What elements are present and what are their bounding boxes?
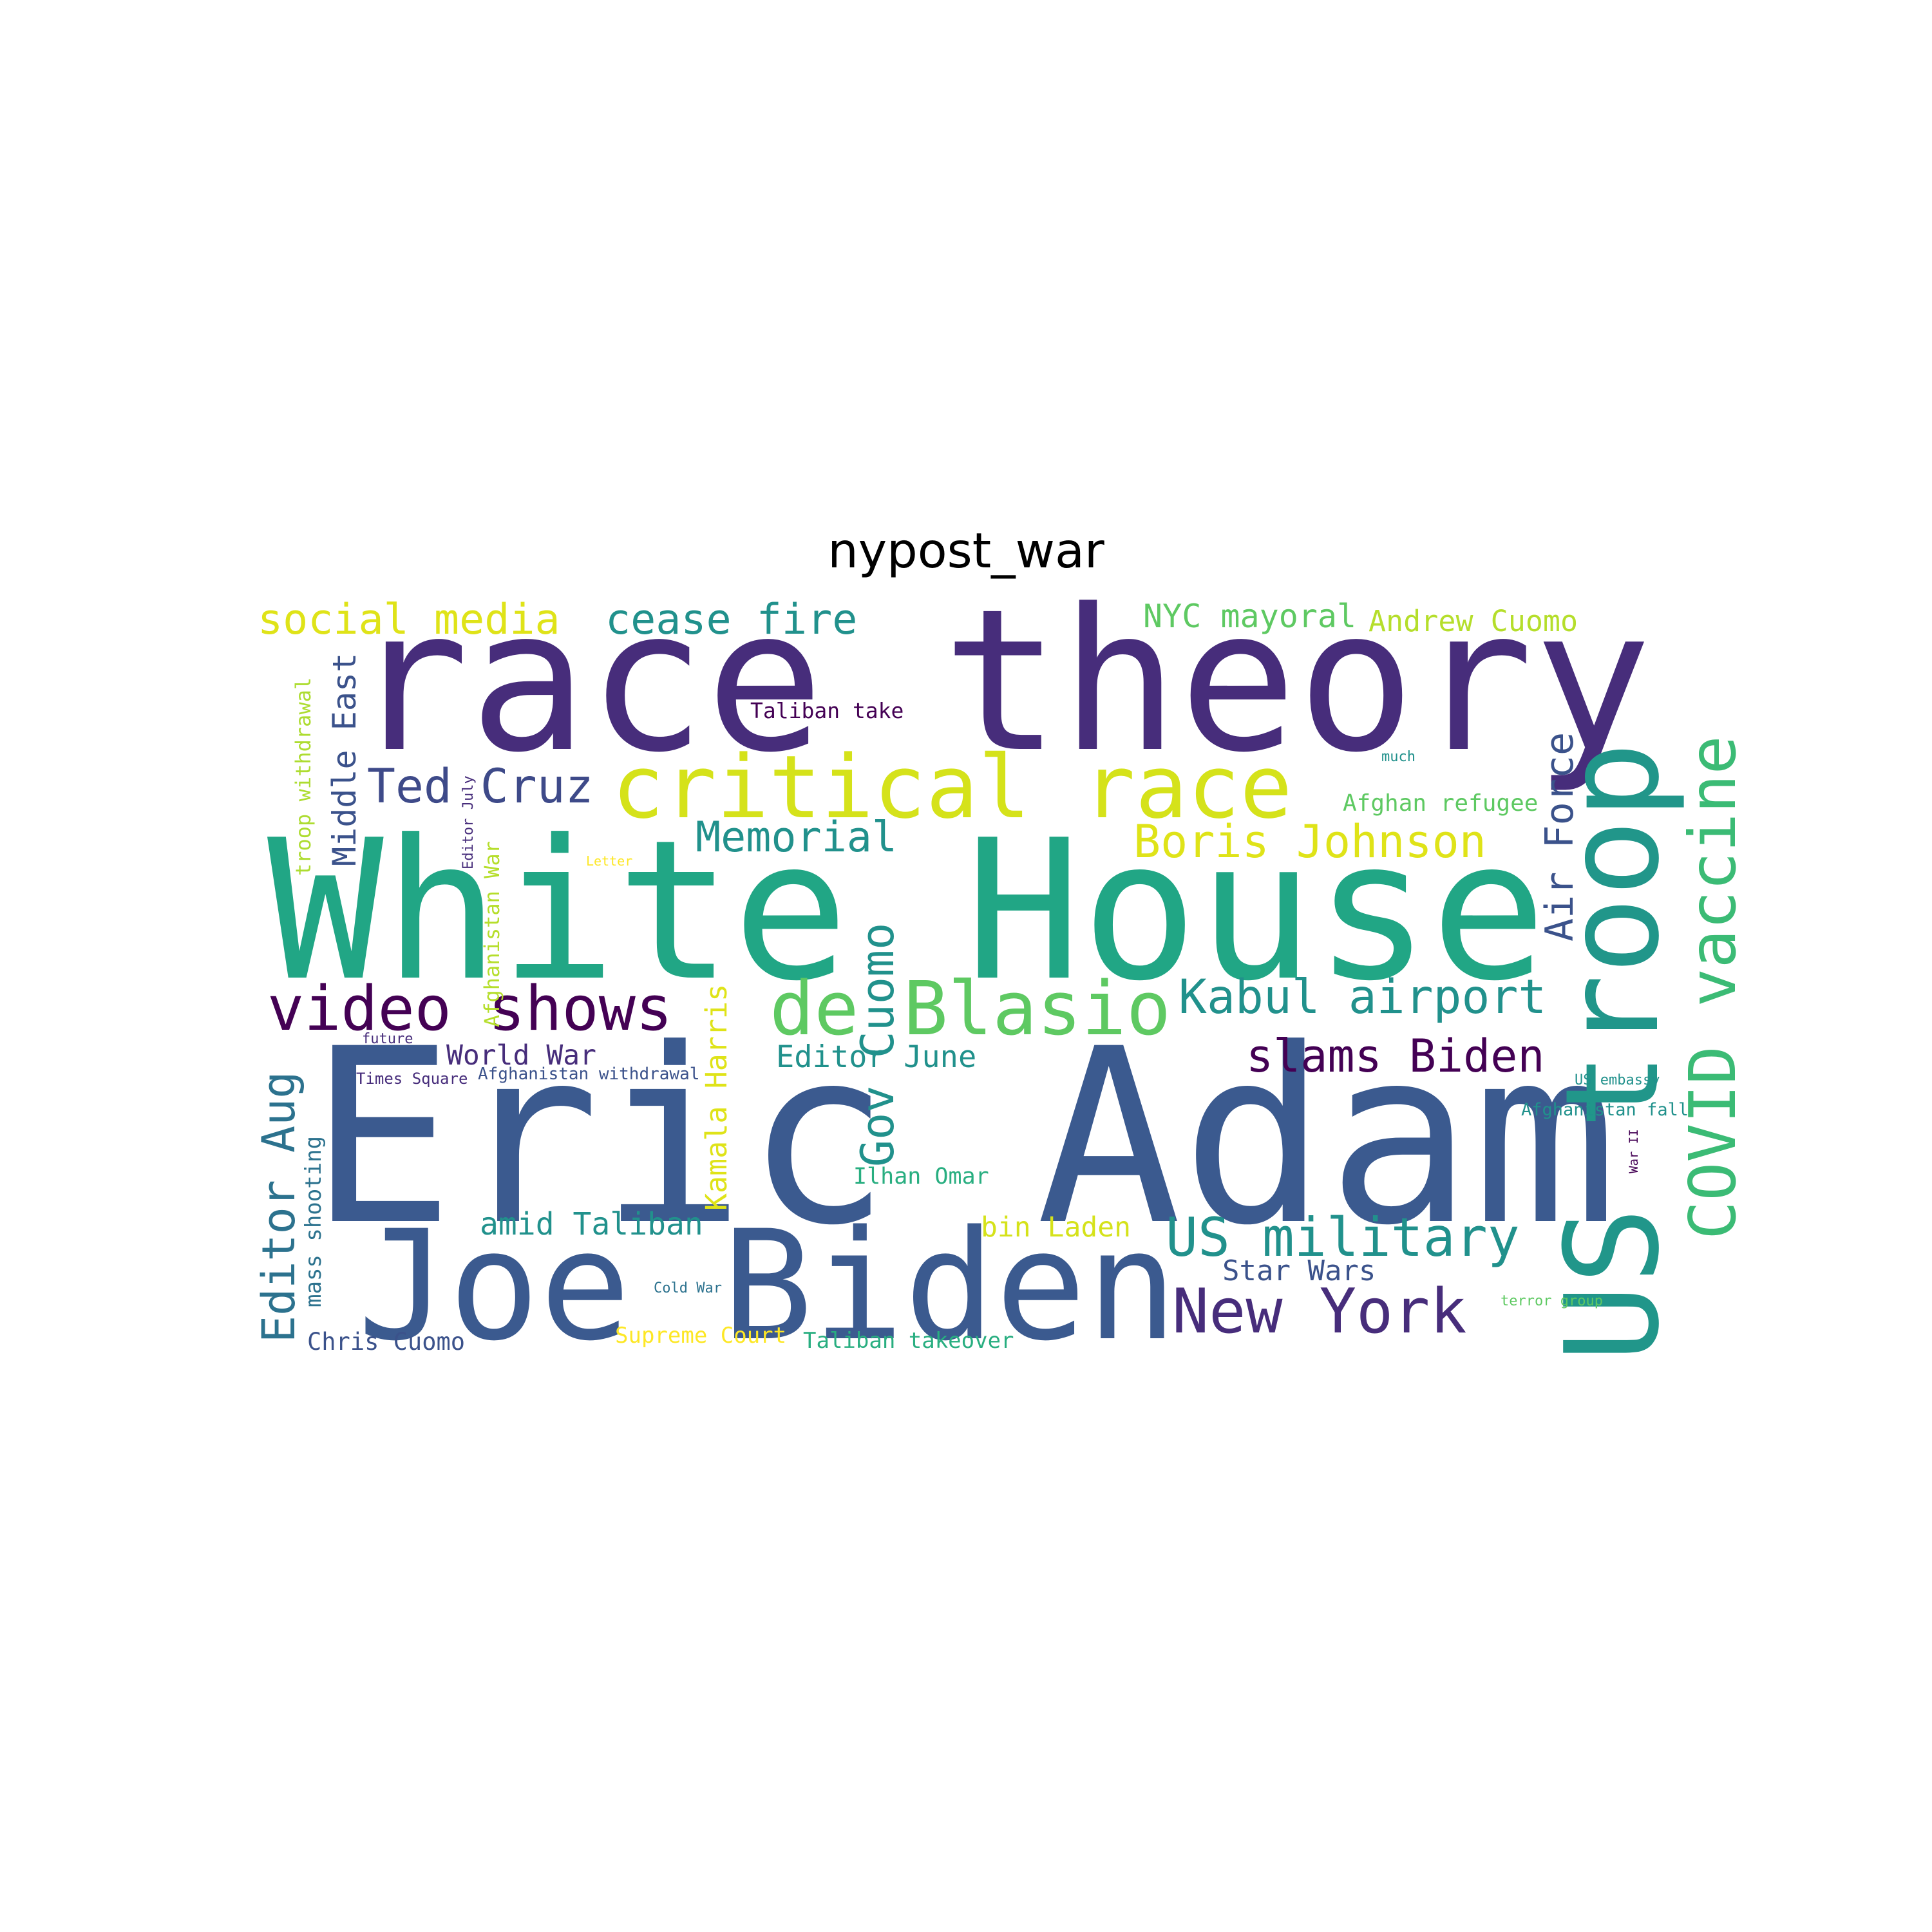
- word-bin-laden: bin Laden: [981, 1211, 1131, 1244]
- word-race-theory: race theory: [351, 567, 1652, 795]
- word-boris-johnson: Boris Johnson: [1133, 815, 1486, 868]
- word-ilhan-omar: Ilhan Omar: [853, 1164, 989, 1189]
- word-critical-race: critical race: [612, 737, 1293, 838]
- word-editor-july: Editor July: [460, 775, 477, 869]
- word-terror-group: terror group: [1501, 1293, 1603, 1309]
- word-times-square: Times Square: [356, 1070, 468, 1088]
- word-kamala-harris: Kamala Harris: [699, 983, 734, 1211]
- word-white-house: White House: [267, 799, 1547, 1023]
- word-eric-adam: Eric Adam: [309, 998, 1618, 1278]
- chart-title: nypost_war: [828, 522, 1104, 579]
- word-memorial: Memorial: [696, 813, 898, 862]
- word-afghan-refugee: Afghan refugee: [1343, 790, 1539, 817]
- word-afghanistan-war: Afghanistan War: [480, 841, 504, 1027]
- word-editor-june: Editor June: [776, 1039, 977, 1075]
- word-letter: Letter: [586, 853, 633, 869]
- word-mass-shooting: mass shooting: [301, 1135, 327, 1307]
- word-war-ii: War II: [1627, 1129, 1641, 1173]
- word-us-embassy: US embassy: [1575, 1072, 1660, 1088]
- word-kabul-airport: Kabul airport: [1179, 970, 1547, 1025]
- word-us-military: US military: [1166, 1206, 1520, 1269]
- word-future: future: [362, 1031, 413, 1047]
- word-supreme-court: Supreme Court: [615, 1323, 787, 1349]
- word-ted-cruz: Ted Cruz: [367, 759, 594, 814]
- word-amid-taliban: amid Taliban: [480, 1206, 703, 1242]
- word-andrew-cuomo: Andrew Cuomo: [1368, 604, 1578, 638]
- word-editor-aug: Editor Aug: [252, 1071, 305, 1343]
- word-afghanistan-fall: Afghanistan fall: [1521, 1100, 1689, 1120]
- word-middle-east: Middle East: [326, 652, 363, 866]
- word-de-blasio: de Blasio: [770, 966, 1171, 1052]
- word-air-force: Air Force: [1537, 732, 1582, 942]
- word-slams-biden: slams Biden: [1246, 1030, 1545, 1083]
- word-covid-vaccine: COVID vaccine: [1675, 735, 1750, 1240]
- word-video-shows: video shows: [267, 974, 673, 1045]
- word-star-wars: Star Wars: [1222, 1255, 1376, 1287]
- word-social-media: social media: [258, 596, 560, 644]
- word-afghanistan-withdrawal: Afghanistan withdrawal: [478, 1065, 700, 1084]
- word-taliban-take: Taliban take: [750, 698, 904, 723]
- word-world-war: World War: [446, 1039, 596, 1072]
- word-joe-biden: Joe Biden: [357, 1198, 1178, 1374]
- word-nyc-mayoral: NYC mayoral: [1143, 598, 1357, 635]
- word-cold-war: Cold War: [654, 1280, 722, 1296]
- word-troop-withdrawal: troop withdrawal: [291, 677, 316, 876]
- word-new-york: New York: [1172, 1276, 1467, 1347]
- word-taliban-takeover: Taliban takeover: [803, 1328, 1014, 1354]
- word-chris-cuomo: Chris Cuomo: [307, 1328, 466, 1356]
- word-cease-fire: cease fire: [605, 596, 858, 644]
- word-much: much: [1381, 749, 1416, 765]
